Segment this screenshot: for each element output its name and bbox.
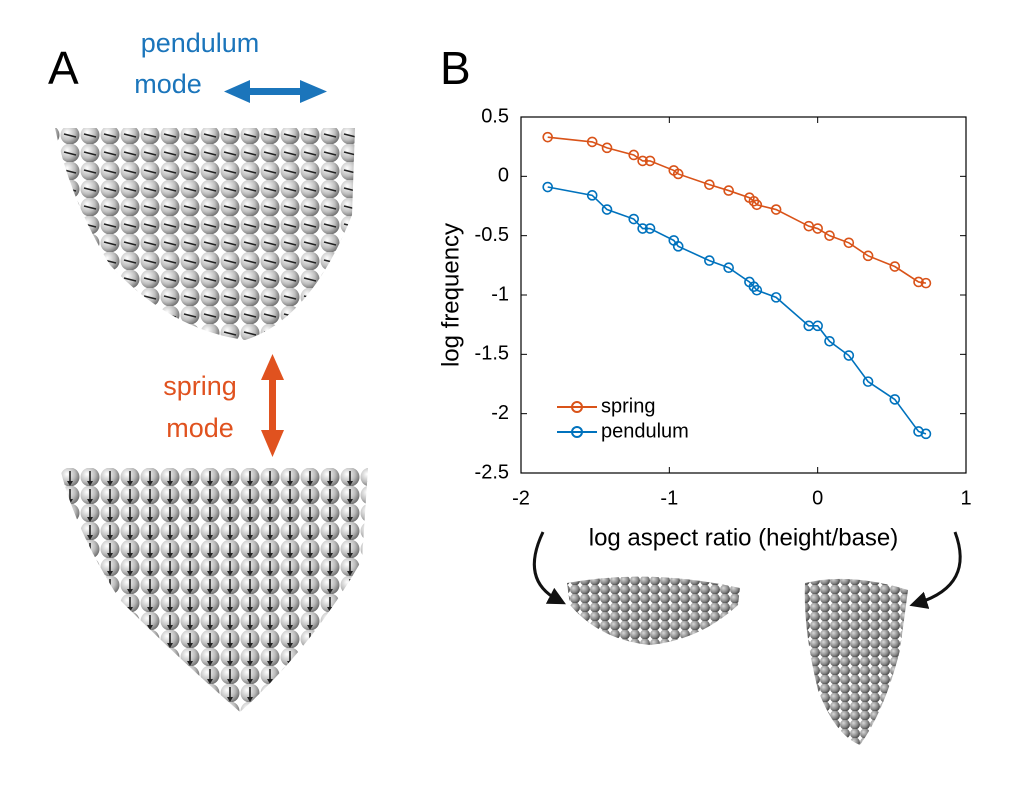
x-tick-label: 1	[960, 487, 971, 509]
data-point	[672, 168, 684, 180]
x-tick-label: 0	[812, 487, 823, 509]
panel-label: B	[440, 42, 471, 94]
data-point	[704, 255, 715, 266]
flat-cluster	[567, 576, 740, 645]
legend-marker	[571, 426, 583, 438]
data-point	[862, 376, 874, 387]
series-line	[547, 136, 927, 284]
data-point	[812, 320, 823, 332]
data-point	[542, 131, 554, 143]
data-point	[920, 277, 932, 289]
tall-cluster	[804, 578, 908, 745]
y-tick-label: -1	[491, 283, 509, 305]
data-point	[843, 237, 855, 249]
y-axis-label: log frequency	[437, 223, 464, 367]
y-tick-label: -1.5	[475, 343, 509, 365]
curved-arrow	[909, 531, 962, 609]
data-point	[770, 292, 782, 303]
data-point	[586, 136, 598, 148]
x-tick-label: -1	[660, 487, 678, 509]
data-point	[812, 223, 823, 234]
data-point	[542, 181, 554, 193]
data-point	[672, 241, 684, 252]
y-tick-label: -2	[491, 402, 509, 424]
y-tick-label: 0	[498, 165, 509, 187]
data-point	[824, 230, 835, 241]
legend-marker	[571, 401, 583, 413]
data-point	[889, 261, 901, 272]
data-point	[723, 185, 734, 196]
data-point	[644, 155, 656, 167]
x-tick-label: -2	[512, 487, 530, 509]
data-point	[751, 284, 763, 296]
data-point	[913, 426, 924, 437]
data-point	[586, 190, 598, 201]
curved-arrow	[532, 531, 566, 605]
particle-cluster	[55, 128, 355, 340]
x-axis-label: log aspect ratio (height/base)	[589, 524, 899, 551]
mode-label: mode	[134, 69, 202, 99]
data-point	[628, 213, 640, 225]
data-point	[628, 149, 640, 161]
data-point	[644, 223, 656, 234]
y-tick-label: 0.5	[481, 105, 509, 127]
data-point	[601, 142, 613, 154]
data-point	[751, 199, 763, 211]
legend-label: spring	[601, 395, 655, 417]
data-point	[843, 350, 855, 361]
mode-label: pendulum	[141, 28, 260, 58]
mode-label: mode	[166, 413, 234, 443]
legend-label: pendulum	[601, 420, 689, 442]
panel-label: A	[48, 42, 79, 94]
y-tick-label: -0.5	[475, 224, 509, 246]
axes-box	[520, 116, 967, 474]
data-point	[920, 428, 932, 440]
data-point	[862, 250, 874, 262]
data-point	[889, 394, 901, 405]
data-point	[824, 335, 835, 347]
data-point	[723, 262, 734, 274]
data-point	[770, 204, 782, 215]
data-point	[601, 204, 613, 215]
series-line	[547, 186, 927, 435]
data-point	[913, 276, 924, 288]
double-arrow	[261, 354, 284, 457]
particle-cluster	[60, 468, 368, 712]
double-arrow	[224, 80, 327, 103]
data-point	[637, 223, 648, 234]
data-point	[704, 179, 715, 190]
mode-label: spring	[163, 371, 237, 401]
y-tick-label: -2.5	[475, 461, 509, 483]
data-point	[637, 155, 648, 167]
